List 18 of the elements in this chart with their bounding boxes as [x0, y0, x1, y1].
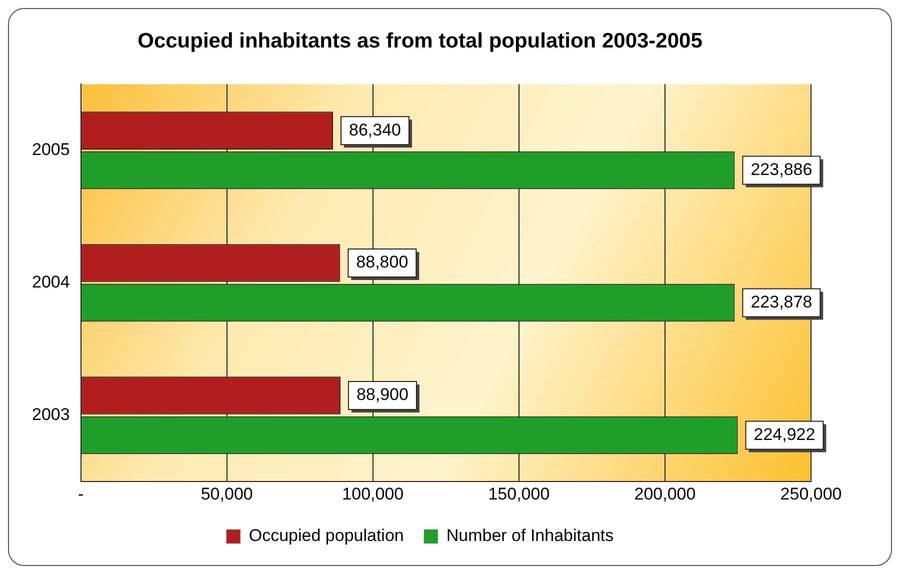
- data-label: 88,800: [356, 252, 408, 272]
- x-tick-label: 200,000: [634, 484, 696, 504]
- legend-label: Number of Inhabitants: [446, 526, 614, 546]
- legend-label: Occupied population: [248, 526, 404, 546]
- y-tick-label: 2003: [32, 405, 70, 424]
- x-tick-label: -: [78, 484, 84, 504]
- chart-title: Occupied inhabitants as from total population 2003-2005: [138, 29, 703, 52]
- x-tick-label: 50,000: [200, 484, 253, 504]
- data-label: 223,878: [750, 292, 812, 312]
- y-tick-label: 2005: [32, 140, 70, 160]
- x-tick-label: 150,000: [488, 484, 550, 504]
- x-tick-label: 250,000: [780, 484, 842, 504]
- data-label: 224,922: [754, 424, 816, 444]
- x-tick-label: 100,000: [342, 484, 404, 504]
- data-label: 88,900: [356, 385, 408, 404]
- data-label: 86,340: [348, 120, 401, 140]
- y-tick-label: 2004: [32, 272, 70, 292]
- data-label: 223,886: [750, 160, 812, 179]
